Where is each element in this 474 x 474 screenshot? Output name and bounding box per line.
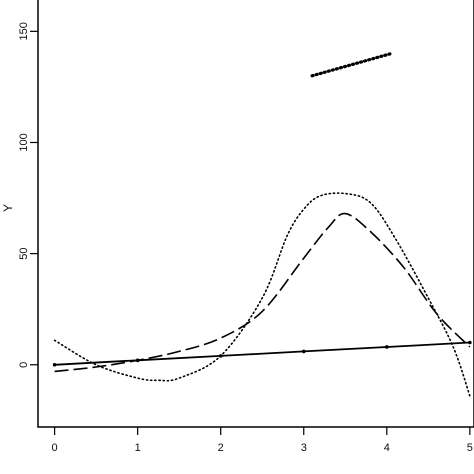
x-tick-label-2: 2 — [218, 442, 224, 454]
solid-series-point-3 — [301, 349, 306, 354]
y-tick-label-3: 150 — [18, 22, 30, 40]
series-layer — [52, 52, 472, 397]
y-axis-label: Y — [1, 204, 15, 212]
solid-series-point-0 — [52, 362, 57, 367]
y-tick-label-0: 0 — [18, 362, 30, 368]
x-tick-label-3: 3 — [301, 442, 307, 454]
x-tick-label-1: 1 — [135, 442, 141, 454]
series-line-dotted — [53, 192, 471, 397]
plot-frame — [37, 0, 474, 428]
series-line-dashed — [54, 212, 471, 373]
y-tick-label-2: 100 — [18, 133, 30, 151]
x-tick-label-4: 4 — [384, 442, 390, 454]
x-axis: 0 1 2 3 4 5 — [52, 427, 473, 454]
series-line-dotted-heavy — [310, 52, 393, 78]
x-tick-label-0: 0 — [52, 442, 58, 454]
series-line-solid — [54, 341, 470, 366]
y-axis: 0 50 100 150 — [18, 22, 38, 368]
x-tick-label-5: 5 — [467, 442, 473, 454]
y-tick-label-1: 50 — [18, 247, 30, 259]
solid-series-point-4 — [385, 345, 389, 349]
solid-series-point-5 — [468, 340, 472, 345]
